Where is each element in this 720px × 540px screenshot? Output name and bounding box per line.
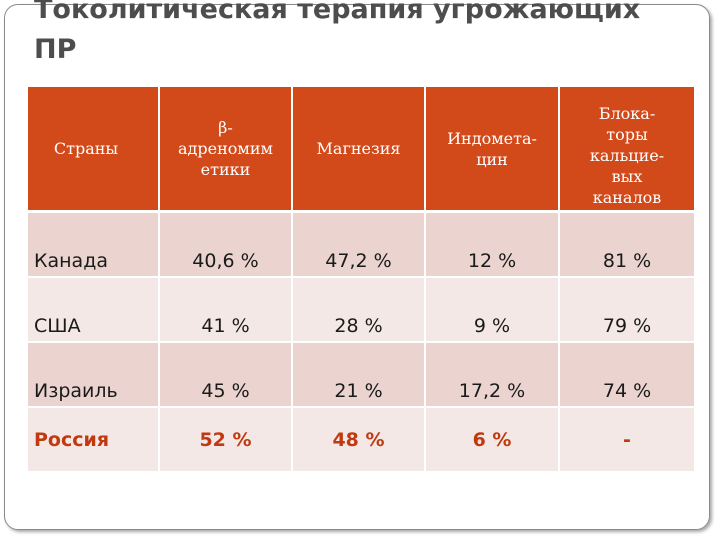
cell-magnesia: 47,2 % — [293, 213, 426, 278]
slide-title-line-1: Токолитическая терапия угрожающих — [34, 0, 641, 25]
cell-blockers: 81 % — [560, 213, 694, 278]
cell-magnesia: 28 % — [293, 278, 426, 343]
header-magnesia: Магнезия — [293, 87, 426, 213]
header-indomethacin: Индомета- цин — [426, 87, 560, 213]
header-indomethacin-line: Индомета- — [447, 128, 537, 148]
table-row: Канада 40,6 % 47,2 % 12 % 81 % — [28, 213, 694, 278]
cell-blockers: 74 % — [560, 343, 694, 408]
cell-country: США — [28, 278, 160, 343]
cell-beta: 41 % — [160, 278, 293, 343]
cell-blockers: 79 % — [560, 278, 694, 343]
cell-indomethacin: 9 % — [426, 278, 560, 343]
header-beta-line: β- — [218, 118, 233, 137]
table-row: США 41 % 28 % 9 % 79 % — [28, 278, 694, 343]
table-row-highlighted: Россия 52 % 48 % 6 % - — [28, 408, 694, 473]
cell-country: Канада — [28, 213, 160, 278]
table-header-row: Страны β- адреномим етики Магнезия Индом… — [28, 87, 694, 213]
cell-indomethacin: 12 % — [426, 213, 560, 278]
cell-blockers: - — [560, 408, 694, 473]
slide-title: Токолитическая терапия угрожающих ПР — [34, 0, 694, 70]
header-blockers-line: кальцие- — [589, 146, 665, 165]
table-row: Израиль 45 % 21 % 17,2 % 74 % — [28, 343, 694, 408]
header-blockers: Блока- торы кальцие- вых каналов — [560, 87, 694, 213]
cell-indomethacin: 17,2 % — [426, 343, 560, 408]
header-blockers-line: торы — [606, 125, 648, 144]
slide-frame — [4, 4, 710, 530]
cell-beta: 45 % — [160, 343, 293, 408]
cell-indomethacin: 6 % — [426, 408, 560, 473]
cell-beta: 52 % — [160, 408, 293, 473]
header-beta-line: етики — [200, 160, 251, 179]
slide-title-line-2: ПР — [34, 34, 77, 65]
cell-country: Россия — [28, 408, 160, 473]
cell-magnesia: 21 % — [293, 343, 426, 408]
header-beta: β- адреномим етики — [160, 87, 293, 213]
header-blockers-line: вых — [611, 167, 643, 186]
header-blockers-line: Блока- — [598, 104, 656, 123]
tocolytic-table: Страны β- адреномим етики Магнезия Индом… — [28, 87, 694, 473]
cell-country: Израиль — [28, 343, 160, 408]
header-indomethacin-line: цин — [476, 149, 508, 169]
header-beta-line: адреномим — [178, 139, 273, 158]
cell-beta: 40,6 % — [160, 213, 293, 278]
cell-magnesia: 48 % — [293, 408, 426, 473]
header-country: Страны — [28, 87, 160, 213]
header-blockers-line: каналов — [592, 188, 662, 207]
